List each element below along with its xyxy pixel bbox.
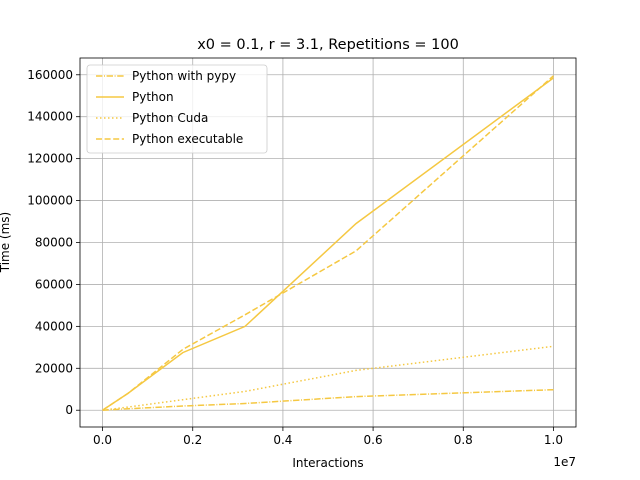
series-line <box>102 345 554 411</box>
legend-box <box>86 64 268 154</box>
x-tick-label: 0.4 <box>273 433 292 447</box>
y-tick-label: 40000 <box>35 319 73 333</box>
axis-ticks: 0.0 0.2 0.4 0.6 0.8 1.0 0 20000 40000 60000 80000 1… <box>27 68 563 447</box>
legend-label: Python <box>132 90 174 104</box>
y-tick-label: 100000 <box>27 194 73 208</box>
y-tick-label: 60000 <box>35 277 73 291</box>
legend-label: Python Cuda <box>132 111 208 125</box>
series-line <box>102 77 554 411</box>
x-axis-label: Interactions <box>292 456 363 470</box>
series-line <box>102 75 554 411</box>
x-tick-label: 0.6 <box>364 433 383 447</box>
y-tick-label: 160000 <box>27 68 73 82</box>
series-line <box>102 388 554 411</box>
x-tick-label: 0.0 <box>93 433 112 447</box>
y-axis-label: Time (ms) <box>0 212 12 274</box>
x-tick-label: 0.8 <box>454 433 473 447</box>
legend-label: Python with pypy <box>132 69 236 83</box>
y-tick-label: 140000 <box>27 110 73 124</box>
x-tick-label: 0.2 <box>183 433 202 447</box>
x-tick-label: 1.0 <box>544 433 563 447</box>
y-tick-label: 0 <box>65 403 73 417</box>
y-tick-label: 120000 <box>27 152 73 166</box>
legend: Python with pypy Python Python Cuda Python … <box>86 64 268 154</box>
y-tick-label: 20000 <box>35 361 73 375</box>
series-layer <box>102 75 554 411</box>
x-axis-offset-label: 1e7 <box>553 455 576 469</box>
y-tick-label: 80000 <box>35 236 73 250</box>
chart-title: x0 = 0.1, r = 3.1, Repetitions = 100 <box>197 37 459 53</box>
legend-label: Python executable <box>132 132 243 146</box>
